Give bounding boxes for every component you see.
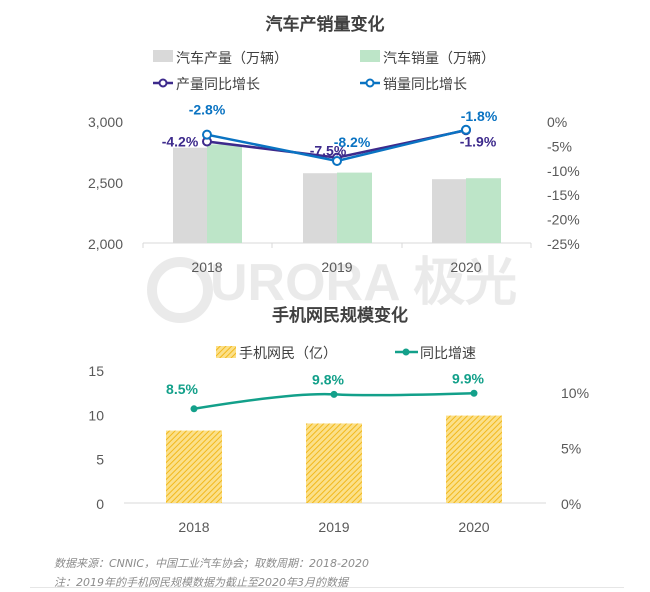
bar-production xyxy=(432,179,467,243)
footer-divider xyxy=(30,587,624,588)
x-tick-label: 2018 xyxy=(178,519,209,535)
bar-sales xyxy=(466,178,501,243)
x-tick-label: 2019 xyxy=(318,519,349,535)
y-tick-label: 5 xyxy=(96,452,104,468)
footnote: 注：2019年的手机网民规模数据为截止至2020年3月的数据 xyxy=(54,576,348,589)
y2-tick-label: -15% xyxy=(547,187,580,203)
y2-tick-label: 0% xyxy=(561,496,581,512)
source-note: 数据来源：CNNIC，中国工业汽车协会；取数周期：2018-2020 xyxy=(54,557,370,570)
watermark-logo: URORA 极光 xyxy=(147,254,517,323)
growth-marker xyxy=(202,129,212,140)
legend-label: 产量同比增长 xyxy=(176,76,260,92)
x-tick-label: 2018 xyxy=(191,259,222,275)
legend-label: 同比增速 xyxy=(420,345,476,361)
chart-title: 手机网民规模变化 xyxy=(272,305,408,325)
data-label: 9.9% xyxy=(452,370,484,386)
bar-mobile-netizens xyxy=(306,423,362,503)
y2-tick-label: 0% xyxy=(547,114,567,130)
growth-marker xyxy=(470,389,478,397)
legend-swatch xyxy=(153,50,173,62)
data-label: -2.8% xyxy=(189,102,226,118)
chart-title: 汽车产销量变化 xyxy=(266,14,385,34)
bar-sales xyxy=(337,172,372,243)
bar-mobile-netizens xyxy=(166,430,222,503)
data-label: -1.9% xyxy=(460,133,497,149)
bar-production xyxy=(303,173,338,243)
y-tick-label: 2,500 xyxy=(88,175,123,191)
bar-sales xyxy=(207,144,242,243)
y2-tick-label: -10% xyxy=(547,163,580,179)
y-tick-label: 0 xyxy=(96,496,104,512)
x-tick-label: 2020 xyxy=(458,519,489,535)
legend-swatch xyxy=(216,346,236,358)
legend-label: 手机网民（亿） xyxy=(239,345,337,361)
legend-label: 销量同比增长 xyxy=(383,76,467,92)
y2-tick-label: 10% xyxy=(561,385,589,401)
data-label: -7.5% xyxy=(310,143,347,159)
data-label: 9.8% xyxy=(312,371,344,387)
legend-marker xyxy=(365,78,375,88)
y-tick-label: 15 xyxy=(88,363,104,379)
legend-label: 汽车销量（万辆） xyxy=(383,50,495,66)
legend-swatch xyxy=(360,50,380,62)
data-label: -1.8% xyxy=(461,108,498,124)
growth-marker xyxy=(190,405,198,413)
y2-tick-label: -25% xyxy=(547,236,580,252)
y-tick-label: 2,000 xyxy=(88,236,123,252)
bar-mobile-netizens xyxy=(446,415,502,503)
data-label: -8.2% xyxy=(334,134,371,150)
y-tick-label: 3,000 xyxy=(88,114,123,130)
y2-tick-label: -20% xyxy=(547,212,580,228)
growth-marker xyxy=(461,124,471,135)
growth-marker xyxy=(330,390,338,398)
svg-text:URORA 极光: URORA 极光 xyxy=(210,254,517,312)
legend-marker xyxy=(158,78,168,88)
data-label: -4.2% xyxy=(162,133,199,149)
y-tick-label: 10 xyxy=(88,407,104,423)
x-tick-label: 2019 xyxy=(321,259,352,275)
bar-production xyxy=(173,147,208,243)
y2-tick-label: -5% xyxy=(547,138,572,154)
x-tick-label: 2020 xyxy=(450,259,481,275)
data-label: 8.5% xyxy=(166,381,198,397)
growth-marker xyxy=(332,156,342,167)
y2-tick-label: 5% xyxy=(561,441,581,457)
legend-marker xyxy=(402,348,410,356)
legend-label: 汽车产量（万辆） xyxy=(176,50,288,66)
